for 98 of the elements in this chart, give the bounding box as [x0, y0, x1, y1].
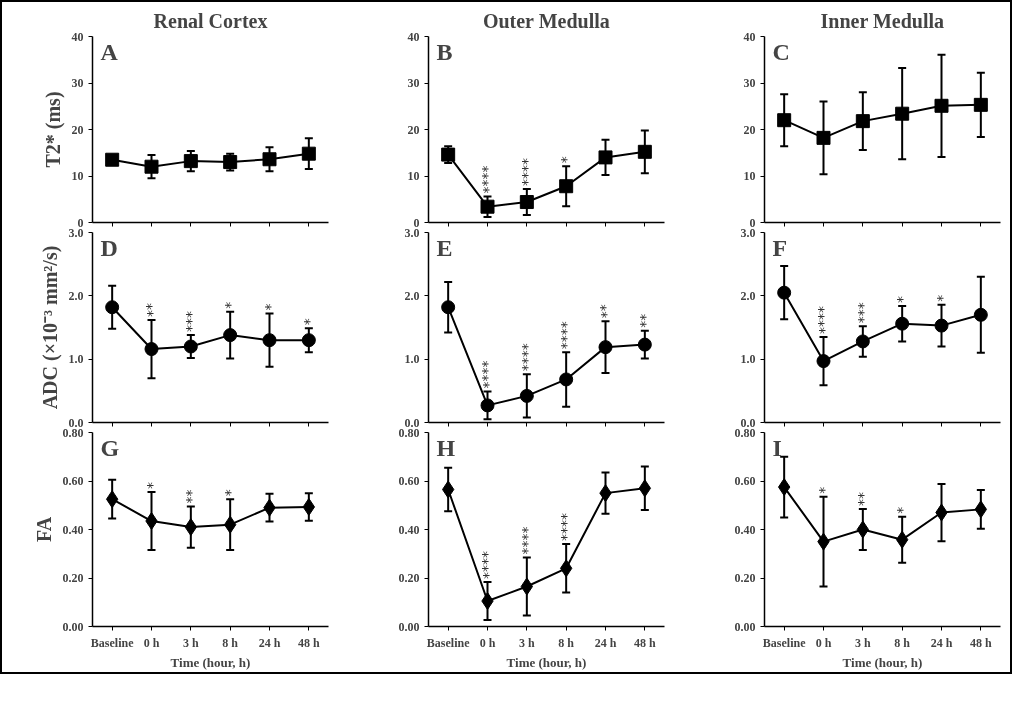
annotation: H [436, 434, 456, 461]
y-tick-label: 20 [743, 122, 756, 137]
y-tick-label: 0.40 [62, 522, 84, 537]
x-tick-label: 8 h [222, 635, 239, 650]
y-tick-label: 30 [71, 76, 84, 90]
x-tick-label: 0 h [815, 635, 832, 650]
annotation: * [222, 489, 239, 497]
y-tick-label: 30 [407, 76, 420, 90]
annotation: G [100, 434, 120, 461]
y-tick-label: 10 [743, 169, 756, 183]
y-tick-label: 0.60 [62, 474, 84, 488]
y-tick-label: 0.40 [734, 522, 756, 537]
x-tick-label: 24 h [258, 635, 281, 650]
annotation: F [772, 234, 788, 261]
annotation: ** [597, 304, 614, 319]
x-tick-label: 0 h [479, 635, 496, 650]
x-tick-label: Baseline [762, 635, 807, 650]
annotation: E [436, 234, 453, 261]
x-tick-label: 24 h [594, 635, 617, 650]
annotation: **** [479, 360, 496, 389]
y-tick-label: 0.0 [740, 415, 756, 430]
annotation: **** [518, 343, 535, 372]
annotation: * [815, 486, 832, 494]
annotation: ** [182, 489, 199, 504]
chart-title: Renal Cortex [153, 9, 268, 32]
y-tick-label: 10 [71, 169, 84, 183]
annotation: **** [558, 513, 575, 542]
y-tick-label: 1.0 [68, 352, 84, 367]
y-tick-label: 0.20 [398, 571, 420, 585]
annotation: ** [143, 302, 160, 317]
x-tick-label: 8 h [558, 635, 575, 650]
y-tick-label: 1.0 [740, 352, 756, 367]
y-tick-label: 0.40 [398, 522, 420, 537]
y-tick-label: 0 [413, 215, 420, 230]
y-axis-title: T2* (ms) [41, 91, 65, 168]
x-tick-label: 24 h [930, 635, 953, 650]
x-tick-label: 48 h [634, 635, 656, 650]
annotation: **** [479, 165, 496, 194]
annotation: * [894, 295, 911, 303]
y-tick-label: 40 [407, 29, 420, 44]
chart-title: Outer Medulla [482, 9, 610, 32]
x-tick-label: 48 h [970, 635, 992, 650]
annotation: * [300, 318, 317, 326]
x-tick-label: Baseline [90, 635, 135, 650]
y-tick-label: 0.60 [398, 474, 420, 488]
y-tick-label: 2.0 [68, 288, 84, 303]
y-tick-label: 40 [71, 29, 84, 44]
y-tick-label: 30 [743, 76, 756, 90]
annotation: * [558, 156, 575, 164]
annotation: * [933, 294, 950, 302]
y-tick-label: 40 [743, 29, 756, 44]
annotation: **** [479, 551, 496, 580]
x-axis-title: Time (hour, h) [842, 654, 923, 670]
annotation: * [222, 301, 239, 309]
y-tick-label: 2.0 [404, 288, 420, 303]
x-axis-title: Time (hour, h) [506, 654, 587, 670]
annotation: *** [854, 302, 871, 324]
y-tick-label: 0 [77, 215, 84, 230]
y-tick-label: 0.20 [62, 571, 84, 585]
y-tick-label: 0.00 [398, 619, 420, 634]
y-tick-label: 1.0 [404, 352, 420, 367]
annotation: I [772, 434, 782, 461]
annotation: *** [182, 311, 199, 333]
y-axis-title: FA [32, 516, 55, 543]
y-tick-label: 0 [749, 215, 756, 230]
y-tick-label: 2.0 [740, 288, 756, 303]
y-axis-title: ADC (×10⁻³ mm²/s) [38, 245, 62, 410]
annotation: B [436, 38, 453, 65]
x-tick-label: 48 h [298, 635, 320, 650]
y-tick-label: 0.00 [62, 619, 84, 634]
x-tick-label: 3 h [183, 635, 199, 650]
annotation: A [100, 38, 119, 65]
x-tick-label: Baseline [426, 635, 471, 650]
annotation: D [100, 234, 118, 261]
annotation: ** [854, 491, 871, 506]
y-tick-label: 0.20 [734, 571, 756, 585]
annotation: **** [815, 306, 832, 334]
x-tick-label: 3 h [519, 635, 535, 650]
x-tick-label: 3 h [855, 635, 871, 650]
annotation: **** [518, 526, 535, 555]
annotation: C [772, 38, 790, 65]
annotation: * [143, 481, 160, 489]
x-axis-title: Time (hour, h) [170, 654, 251, 670]
y-tick-label: 0.0 [68, 415, 84, 430]
y-tick-label: 0.0 [404, 415, 420, 430]
annotation: ** [636, 313, 653, 328]
y-tick-label: 10 [407, 169, 420, 183]
annotation: * [261, 303, 278, 311]
annotation: **** [518, 158, 535, 187]
annotation: **** [558, 321, 575, 350]
chart-title: Inner Medulla [820, 9, 945, 32]
x-tick-label: 8 h [894, 635, 911, 650]
x-tick-label: 0 h [143, 635, 160, 650]
y-tick-label: 20 [407, 122, 420, 137]
y-tick-label: 0.00 [734, 619, 756, 634]
annotation: * [894, 506, 911, 514]
y-tick-label: 0.60 [734, 474, 756, 488]
y-tick-label: 20 [71, 122, 84, 137]
